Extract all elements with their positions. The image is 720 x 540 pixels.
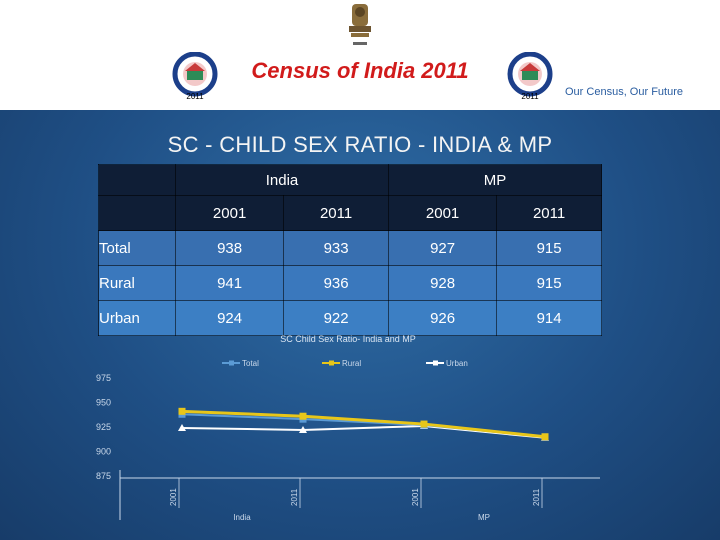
slide-header: 2011 Census of India 2011 2011 Our Censu… <box>0 0 720 110</box>
table-cell: 936 <box>283 265 389 301</box>
y-tick-label: 925 <box>96 422 111 432</box>
y-tick-label: 950 <box>96 398 111 408</box>
census-title: Census of India 2011 <box>251 58 469 83</box>
table-year-row: 2001 2011 2001 2011 <box>98 195 602 231</box>
table-cell: 915 <box>496 265 602 301</box>
chart-title: SC Child Sex Ratio- India and MP <box>280 334 416 344</box>
data-point <box>178 423 186 431</box>
table-year-header: 2001 <box>387 195 498 231</box>
table-cell: 928 <box>387 265 498 301</box>
sex-ratio-table: India MP 2001 2011 2001 2011 Total 938 9… <box>98 164 603 336</box>
x-tick-label: 2011 <box>290 488 299 506</box>
legend-swatch-marker <box>433 360 438 366</box>
data-point <box>541 433 549 441</box>
x-tick-label: 2001 <box>411 488 420 506</box>
data-point <box>299 412 307 420</box>
legend-label: Urban <box>446 359 468 368</box>
table-cell: 926 <box>387 300 498 336</box>
table-cell: 922 <box>283 300 389 336</box>
series-line <box>181 409 546 439</box>
y-tick-label: 975 <box>96 373 111 383</box>
table-cell: 927 <box>387 230 498 266</box>
table-cell: 924 <box>174 300 285 336</box>
table-year-header: 2011 <box>496 195 602 231</box>
table-group-mp: MP <box>387 164 603 196</box>
x-group-label: MP <box>478 513 490 522</box>
table-corner-cell <box>98 195 176 231</box>
x-tick-label: 2001 <box>169 488 178 506</box>
x-group-label: India <box>233 513 251 522</box>
table-group-row: India MP <box>98 164 603 196</box>
data-point <box>299 425 307 433</box>
table-row: Urban 924 922 926 914 <box>98 300 602 336</box>
legend-label: Rural <box>342 359 361 368</box>
legend-label: Total <box>242 359 259 368</box>
table-cell: 915 <box>496 230 602 266</box>
table-group-india: India <box>175 164 389 196</box>
census-logo-year: 2011 <box>186 92 204 100</box>
national-emblem-icon <box>349 4 371 45</box>
sex-ratio-line-chart: SC Child Sex Ratio- India and MP Total Ru… <box>96 334 600 522</box>
legend-swatch-marker <box>329 360 334 366</box>
y-tick-label: 900 <box>96 447 111 457</box>
legend-swatch-marker <box>229 360 234 366</box>
table-year-header: 2001 <box>174 195 285 231</box>
y-tick-label: 875 <box>96 471 111 481</box>
table-row-label: Urban <box>98 300 176 336</box>
census-logo-icon: 2011 <box>172 52 218 100</box>
table-cell: 941 <box>174 265 285 301</box>
table-row-label: Rural <box>98 265 176 301</box>
table-row-label: Total <box>98 230 176 266</box>
chart-series <box>178 407 549 441</box>
chart-x-axis: 2001 2011 2001 2011 India MP <box>169 478 543 522</box>
data-point <box>178 407 186 415</box>
table-corner-cell <box>98 164 176 196</box>
table-cell: 938 <box>174 230 285 266</box>
table-cell: 914 <box>496 300 602 336</box>
table-cell: 933 <box>283 230 389 266</box>
slide-title: SC - CHILD SEX RATIO - INDIA & MP <box>167 132 553 157</box>
census-motto: Our Census, Our Future <box>565 86 683 98</box>
x-tick-label: 2011 <box>532 488 541 506</box>
census-logo-icon: 2011 <box>507 52 553 100</box>
chart-y-axis: 975 950 925 900 875 <box>96 373 600 520</box>
data-point <box>420 420 428 428</box>
table-year-header: 2011 <box>283 195 389 231</box>
table-row: Total 938 933 927 915 <box>98 230 602 266</box>
census-logo-year: 2011 <box>521 92 539 100</box>
chart-legend: Total Rural Urban <box>222 359 468 368</box>
table-row: Rural 941 936 928 915 <box>98 265 602 301</box>
